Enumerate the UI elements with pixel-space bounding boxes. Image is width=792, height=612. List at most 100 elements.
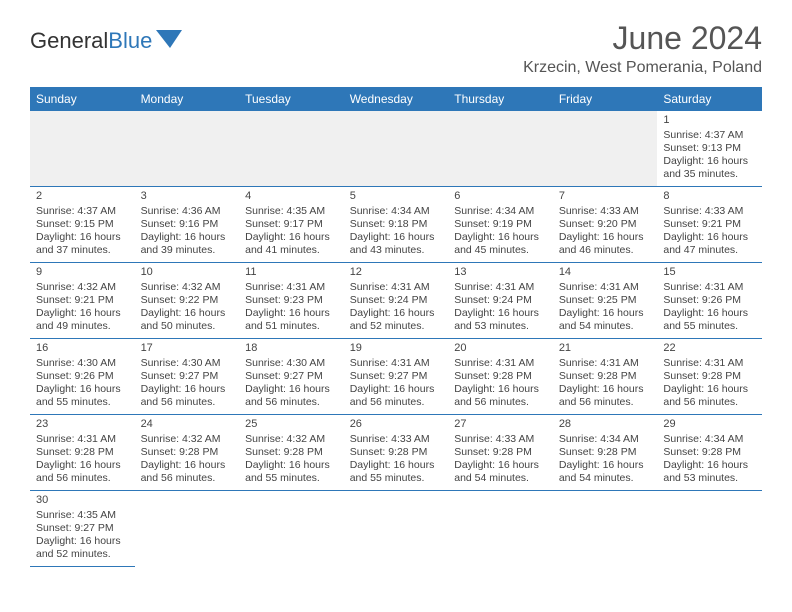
- calendar-cell: 9Sunrise: 4:32 AMSunset: 9:21 PMDaylight…: [30, 263, 135, 339]
- calendar-week-row: 9Sunrise: 4:32 AMSunset: 9:21 PMDaylight…: [30, 263, 762, 339]
- cell-line: Sunrise: 4:32 AM: [141, 433, 234, 446]
- logo-word-2: Blue: [108, 28, 152, 54]
- cell-line: Sunrise: 4:33 AM: [454, 433, 547, 446]
- day-number: 29: [663, 418, 756, 432]
- day-number: 8: [663, 190, 756, 204]
- day-number: 10: [141, 266, 234, 280]
- calendar-cell: 2Sunrise: 4:37 AMSunset: 9:15 PMDaylight…: [30, 187, 135, 263]
- cell-line: Sunrise: 4:30 AM: [36, 357, 129, 370]
- calendar-cell: 1Sunrise: 4:37 AMSunset: 9:13 PMDaylight…: [657, 111, 762, 187]
- calendar-cell: [344, 491, 449, 567]
- calendar-week-row: 23Sunrise: 4:31 AMSunset: 9:28 PMDayligh…: [30, 415, 762, 491]
- cell-line: and 39 minutes.: [141, 244, 234, 257]
- cell-line: and 53 minutes.: [454, 320, 547, 333]
- cell-line: Sunset: 9:23 PM: [245, 294, 338, 307]
- cell-line: and 54 minutes.: [454, 472, 547, 485]
- cell-line: Daylight: 16 hours: [36, 307, 129, 320]
- calendar-cell: [135, 111, 240, 187]
- day-number: 6: [454, 190, 547, 204]
- cell-line: and 56 minutes.: [559, 396, 652, 409]
- cell-line: and 55 minutes.: [350, 472, 443, 485]
- day-number: 26: [350, 418, 443, 432]
- day-header: Wednesday: [344, 87, 449, 111]
- cell-line: Sunrise: 4:31 AM: [559, 281, 652, 294]
- calendar-cell: 29Sunrise: 4:34 AMSunset: 9:28 PMDayligh…: [657, 415, 762, 491]
- day-number: 11: [245, 266, 338, 280]
- cell-line: Daylight: 16 hours: [350, 307, 443, 320]
- cell-line: Sunset: 9:28 PM: [36, 446, 129, 459]
- day-number: 21: [559, 342, 652, 356]
- cell-line: Sunrise: 4:32 AM: [36, 281, 129, 294]
- calendar-body: 1Sunrise: 4:37 AMSunset: 9:13 PMDaylight…: [30, 111, 762, 567]
- calendar-cell: 15Sunrise: 4:31 AMSunset: 9:26 PMDayligh…: [657, 263, 762, 339]
- day-number: 28: [559, 418, 652, 432]
- cell-line: and 41 minutes.: [245, 244, 338, 257]
- calendar-cell: [448, 111, 553, 187]
- day-number: 12: [350, 266, 443, 280]
- cell-line: Daylight: 16 hours: [454, 459, 547, 472]
- cell-line: Daylight: 16 hours: [141, 383, 234, 396]
- cell-line: Daylight: 16 hours: [454, 383, 547, 396]
- cell-line: Sunset: 9:28 PM: [663, 370, 756, 383]
- calendar-cell: [553, 491, 658, 567]
- cell-line: Daylight: 16 hours: [245, 459, 338, 472]
- day-header: Sunday: [30, 87, 135, 111]
- cell-line: Sunrise: 4:32 AM: [245, 433, 338, 446]
- calendar-cell: 12Sunrise: 4:31 AMSunset: 9:24 PMDayligh…: [344, 263, 449, 339]
- cell-line: Sunrise: 4:31 AM: [559, 357, 652, 370]
- cell-line: Sunset: 9:28 PM: [663, 446, 756, 459]
- cell-line: Daylight: 16 hours: [350, 383, 443, 396]
- day-header: Thursday: [448, 87, 553, 111]
- calendar-cell: 7Sunrise: 4:33 AMSunset: 9:20 PMDaylight…: [553, 187, 658, 263]
- day-number: 20: [454, 342, 547, 356]
- calendar-week-row: 16Sunrise: 4:30 AMSunset: 9:26 PMDayligh…: [30, 339, 762, 415]
- cell-line: Sunset: 9:22 PM: [141, 294, 234, 307]
- cell-line: Sunset: 9:19 PM: [454, 218, 547, 231]
- day-number: 25: [245, 418, 338, 432]
- day-number: 19: [350, 342, 443, 356]
- day-number: 3: [141, 190, 234, 204]
- cell-line: and 47 minutes.: [663, 244, 756, 257]
- cell-line: Sunrise: 4:33 AM: [350, 433, 443, 446]
- cell-line: and 45 minutes.: [454, 244, 547, 257]
- day-number: 2: [36, 190, 129, 204]
- cell-line: and 53 minutes.: [663, 472, 756, 485]
- cell-line: Sunset: 9:27 PM: [36, 522, 129, 535]
- calendar-cell: 5Sunrise: 4:34 AMSunset: 9:18 PMDaylight…: [344, 187, 449, 263]
- calendar-cell: 26Sunrise: 4:33 AMSunset: 9:28 PMDayligh…: [344, 415, 449, 491]
- calendar-cell: [448, 491, 553, 567]
- cell-line: Daylight: 16 hours: [36, 535, 129, 548]
- cell-line: Daylight: 16 hours: [559, 307, 652, 320]
- calendar-cell: 30Sunrise: 4:35 AMSunset: 9:27 PMDayligh…: [30, 491, 135, 567]
- calendar-cell: 25Sunrise: 4:32 AMSunset: 9:28 PMDayligh…: [239, 415, 344, 491]
- day-number: 7: [559, 190, 652, 204]
- cell-line: Sunset: 9:24 PM: [350, 294, 443, 307]
- cell-line: Daylight: 16 hours: [454, 231, 547, 244]
- cell-line: Daylight: 16 hours: [559, 231, 652, 244]
- cell-line: Sunrise: 4:31 AM: [245, 281, 338, 294]
- cell-line: Sunset: 9:28 PM: [454, 446, 547, 459]
- flag-icon: [156, 28, 182, 54]
- cell-line: Sunset: 9:28 PM: [350, 446, 443, 459]
- cell-line: Sunrise: 4:33 AM: [663, 205, 756, 218]
- calendar-cell: 3Sunrise: 4:36 AMSunset: 9:16 PMDaylight…: [135, 187, 240, 263]
- cell-line: and 56 minutes.: [245, 396, 338, 409]
- cell-line: and 54 minutes.: [559, 320, 652, 333]
- cell-line: Sunset: 9:15 PM: [36, 218, 129, 231]
- cell-line: Sunrise: 4:36 AM: [141, 205, 234, 218]
- cell-line: and 54 minutes.: [559, 472, 652, 485]
- calendar-cell: 20Sunrise: 4:31 AMSunset: 9:28 PMDayligh…: [448, 339, 553, 415]
- cell-line: and 52 minutes.: [36, 548, 129, 561]
- day-number: 17: [141, 342, 234, 356]
- day-header: Tuesday: [239, 87, 344, 111]
- cell-line: and 56 minutes.: [350, 396, 443, 409]
- header: GeneralBlue June 2024 Krzecin, West Pome…: [30, 20, 762, 77]
- cell-line: Daylight: 16 hours: [141, 307, 234, 320]
- cell-line: Sunset: 9:28 PM: [559, 446, 652, 459]
- cell-line: and 46 minutes.: [559, 244, 652, 257]
- cell-line: Daylight: 16 hours: [141, 231, 234, 244]
- cell-line: Daylight: 16 hours: [454, 307, 547, 320]
- cell-line: and 35 minutes.: [663, 168, 756, 181]
- cell-line: Daylight: 16 hours: [36, 231, 129, 244]
- cell-line: and 37 minutes.: [36, 244, 129, 257]
